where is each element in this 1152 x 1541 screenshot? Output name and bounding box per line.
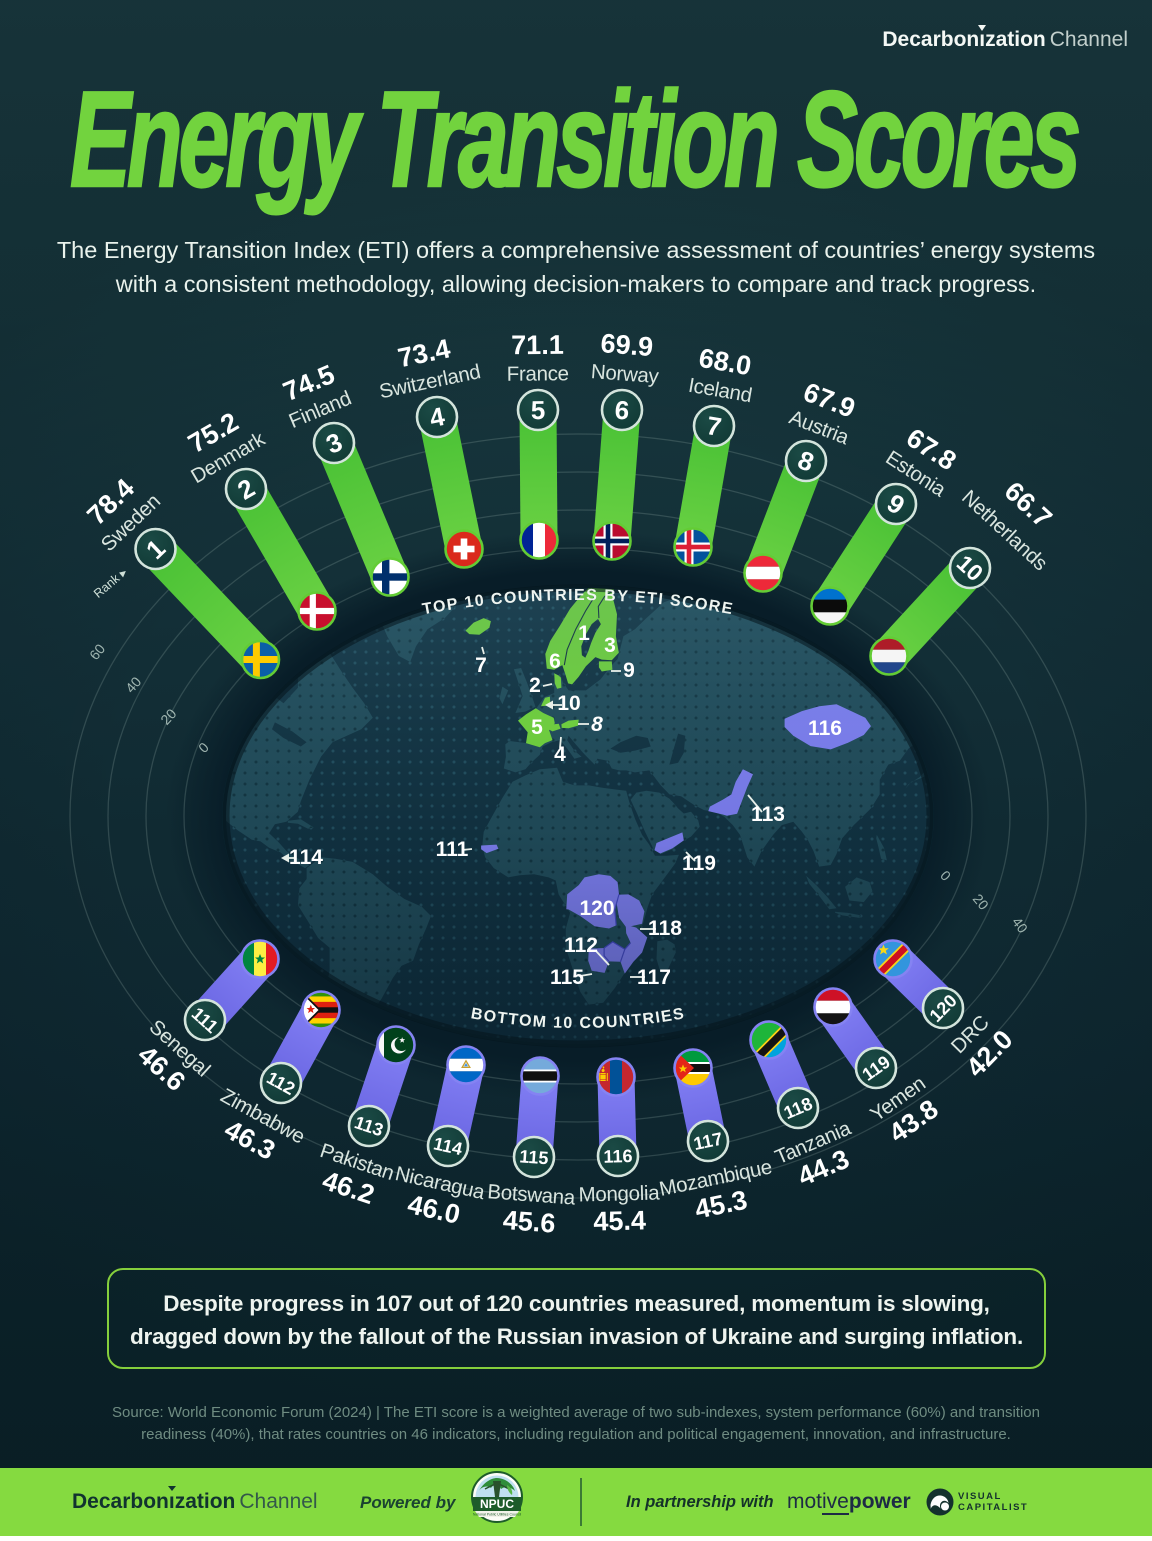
- svg-text:45.4: 45.4: [593, 1205, 646, 1236]
- svg-text:6: 6: [549, 650, 561, 673]
- svg-text:7: 7: [704, 410, 723, 442]
- svg-text:40: 40: [122, 673, 144, 695]
- svg-text:Mongolia: Mongolia: [578, 1181, 660, 1206]
- svg-text:111: 111: [436, 838, 469, 861]
- svg-text:2: 2: [529, 674, 541, 697]
- svg-text:6: 6: [614, 395, 631, 426]
- svg-text:5: 5: [531, 716, 543, 739]
- svg-text:60: 60: [86, 641, 108, 663]
- svg-text:National Public Utilities Coun: National Public Utilities Council: [473, 1513, 521, 1517]
- svg-text:9: 9: [623, 659, 635, 682]
- svg-text:69.9: 69.9: [600, 328, 655, 362]
- svg-text:119: 119: [682, 852, 716, 875]
- svg-text:4: 4: [427, 401, 448, 433]
- svg-text:Rank ▸: Rank ▸: [91, 565, 130, 601]
- svg-text:7: 7: [475, 654, 487, 677]
- svg-text:20: 20: [157, 705, 179, 727]
- svg-text:Botswana: Botswana: [487, 1180, 577, 1209]
- svg-text:115: 115: [550, 966, 584, 989]
- svg-text:8: 8: [591, 713, 603, 736]
- svg-text:10: 10: [557, 692, 580, 715]
- svg-text:45.6: 45.6: [502, 1205, 557, 1239]
- svg-text:115: 115: [519, 1146, 549, 1168]
- svg-text:120: 120: [579, 897, 614, 920]
- svg-text:112: 112: [564, 934, 598, 957]
- svg-text:116: 116: [808, 717, 842, 740]
- svg-text:71.1: 71.1: [511, 330, 564, 360]
- svg-text:3: 3: [604, 634, 616, 657]
- svg-text:113: 113: [751, 803, 785, 826]
- svg-text:118: 118: [648, 917, 682, 940]
- svg-text:116: 116: [603, 1146, 633, 1167]
- svg-text:Norway: Norway: [590, 360, 660, 388]
- svg-text:117: 117: [637, 966, 671, 989]
- svg-text:France: France: [507, 362, 569, 385]
- svg-text:5: 5: [531, 395, 546, 425]
- svg-text:114: 114: [289, 846, 323, 869]
- svg-text:NPUC: NPUC: [480, 1497, 514, 1511]
- svg-text:4: 4: [554, 743, 566, 766]
- svg-text:1: 1: [578, 622, 590, 645]
